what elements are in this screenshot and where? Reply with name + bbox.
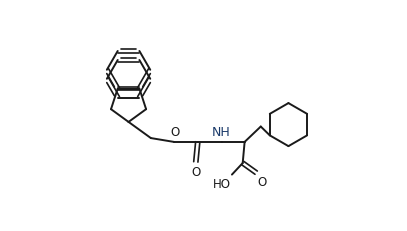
Text: O: O: [258, 175, 267, 188]
Text: HO: HO: [212, 177, 230, 190]
Text: NH: NH: [212, 125, 231, 138]
Text: O: O: [170, 125, 179, 138]
Text: O: O: [191, 165, 200, 178]
